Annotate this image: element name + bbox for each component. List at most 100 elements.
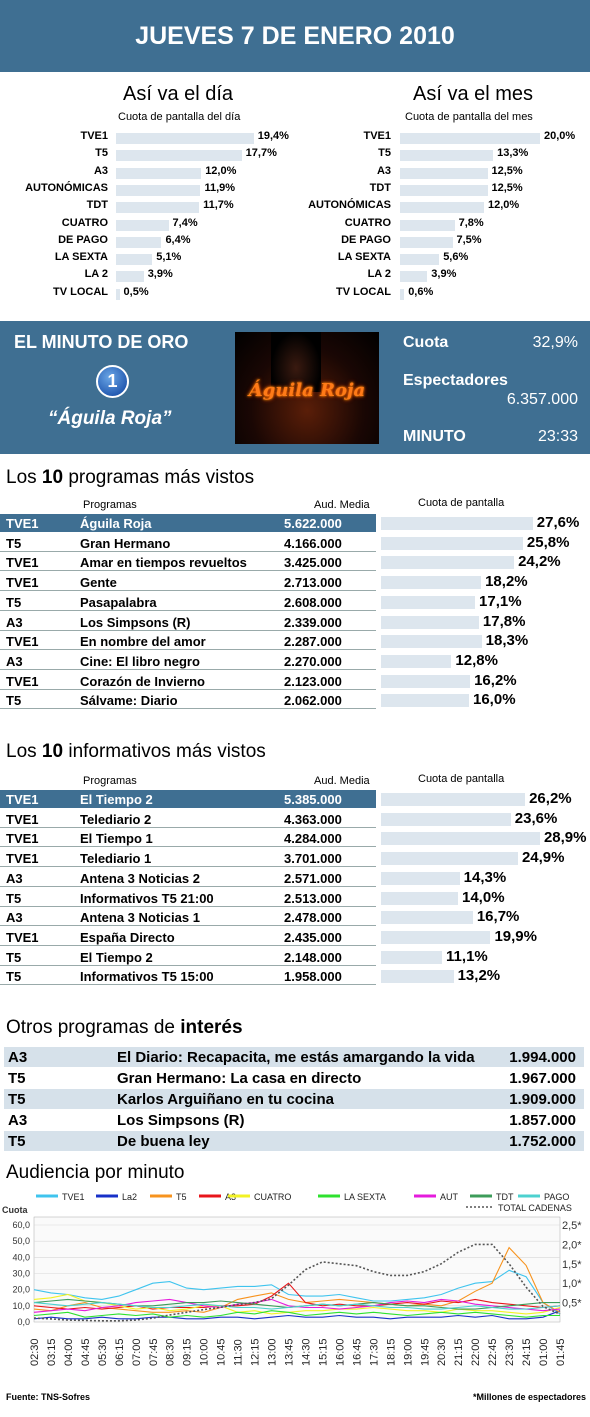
y-tick-label: 0,0	[17, 1317, 30, 1327]
cuota-bar	[381, 950, 443, 964]
otros-title: Otros programas de interés	[6, 1017, 243, 1038]
share-bar	[400, 288, 405, 300]
legend-label: PAGO	[544, 1192, 569, 1202]
legend-label: T5	[176, 1192, 187, 1202]
y-tick-label: 20,0	[12, 1285, 30, 1295]
y2-tick-label: 2,0*	[562, 1239, 582, 1251]
audiencia-line-chart: 60,0 50,0 40,0 30,0 20,0 10,0 0,0 Cuota 2,5* 2,0*…	[2, 1192, 582, 1366]
cuota-bar	[381, 615, 479, 629]
row-audience: 2.287.000	[284, 634, 342, 650]
tve1-logo-icon: 1	[96, 365, 129, 398]
page-title: JUEVES 7 DE ENERO 2010	[0, 0, 590, 72]
share-channel-label: T5	[95, 147, 108, 160]
otros-row: A3 Los Simpsons (R) 1.857.000	[4, 1110, 584, 1130]
row-audience: 5.385.000	[284, 792, 342, 807]
row-channel: T5	[6, 535, 22, 551]
table-row: TVE1 Amar en tiempos revueltos 3.425.000	[0, 553, 376, 572]
programas-col-cuota: Cuota de pantalla	[418, 497, 505, 509]
table-row: A3 Cine: El libro negro 2.270.000	[0, 652, 376, 670]
row-channel: T5	[6, 693, 22, 709]
table-row: T5 Informativos T5 21:00 2.513.000	[0, 889, 376, 907]
espectadores-value: 6.357.000	[506, 391, 578, 408]
programas-col-aud: Aud. Media	[314, 499, 370, 511]
row-audience: 2.608.000	[284, 594, 342, 610]
x-tick-label: 10:45	[216, 1338, 228, 1366]
share-value-label: 17,7%	[245, 147, 277, 160]
x-tick-label: 14:30	[300, 1338, 312, 1366]
row-audience: 2.478.000	[284, 910, 342, 926]
row-channel: T5	[6, 949, 22, 965]
share-bar	[116, 219, 169, 231]
share-channel-label: LA SEXTA	[337, 251, 391, 264]
row-channel: TVE1	[6, 555, 39, 571]
legend-label: TVE1	[62, 1192, 85, 1202]
share-bar	[116, 150, 242, 162]
row-program: Informativos T5 15:00	[80, 969, 214, 985]
share-bar	[116, 271, 144, 283]
cuota-bar	[381, 930, 491, 944]
row-audience: 2.123.000	[284, 673, 342, 689]
share-channel-label: AUTONÓMICAS	[25, 181, 108, 194]
x-tick-label: 19:00	[402, 1338, 414, 1366]
row-audience: 5.622.000	[284, 516, 342, 531]
share-value-label: 0,5%	[123, 285, 149, 298]
legend-label: TOTAL CADENAS	[498, 1203, 572, 1213]
row-program: El Tiempo 2	[80, 792, 153, 807]
x-tick-label: 10:00	[199, 1338, 211, 1366]
x-tick-label: 12:15	[250, 1338, 262, 1366]
cuota-value: 24,2%	[518, 553, 561, 571]
row-audience: 4.363.000	[284, 811, 342, 827]
cuota-value: 19,9%	[494, 927, 537, 945]
otros-row: A3 El Diario: Recapacita, me estás amarga…	[4, 1047, 584, 1067]
row-audience: 2.435.000	[284, 929, 342, 945]
y-tick-label: 30,0	[12, 1269, 30, 1279]
cuota-value: 26,2%	[529, 790, 572, 807]
share-channel-label: TV LOCAL	[53, 285, 108, 298]
x-tick-label: 05:30	[97, 1338, 109, 1366]
row-program: Telediario 1	[80, 851, 152, 867]
row-program: Gran Hermano	[80, 535, 171, 551]
x-tick-label: 15:15	[317, 1338, 329, 1366]
row-channel: T5	[6, 890, 22, 906]
legend-label: LA SEXTA	[344, 1192, 386, 1202]
cuota-value: 14,3%	[463, 868, 507, 886]
x-tick-label: 03:15	[46, 1338, 58, 1366]
series-line-a3	[33, 1282, 561, 1310]
series-line-t5	[33, 1246, 561, 1313]
x-tick-label: 19:45	[419, 1338, 431, 1366]
cuota-value: 17,1%	[479, 592, 522, 610]
share-channel-label: TVE1	[363, 130, 391, 142]
row-program: España Directo	[80, 929, 175, 945]
cuota-bar	[381, 812, 511, 826]
dia-subtitle: Cuota de pantalla del día	[118, 111, 241, 123]
share-value-label: 12,5%	[491, 164, 523, 177]
row-program: Los Simpsons (R)	[80, 614, 191, 630]
share-bar	[116, 288, 120, 300]
x-tick-label: 06:15	[114, 1338, 126, 1366]
row-channel: A3	[6, 614, 23, 630]
table-row: TVE1 Gente 2.713.000	[0, 573, 376, 592]
cuota-value: 14,0%	[462, 888, 505, 906]
series-line-tve1	[33, 1269, 561, 1315]
program-thumbnail: Águila Roja	[235, 332, 379, 444]
x-tick-label: 16:45	[351, 1338, 363, 1366]
cuota-value: 32,9%	[532, 334, 578, 351]
row-audience: 2.148.000	[284, 949, 342, 965]
table-row: TVE1 Telediario 2 4.363.000	[0, 810, 376, 828]
share-value-label: 7,4%	[172, 216, 198, 229]
row-program: Pasapalabra	[80, 594, 157, 610]
table-row: T5 Sálvame: Diario 2.062.000	[0, 691, 376, 710]
row-channel: TVE1	[6, 811, 39, 827]
cuota-value: 24,9%	[521, 849, 565, 867]
share-bar	[116, 202, 200, 214]
share-channel-label: TVE1	[80, 130, 108, 142]
row-channel: TVE1	[6, 851, 39, 867]
otros-program: De buena ley	[117, 1133, 210, 1150]
cuota-bar	[381, 517, 533, 530]
row-program: En nombre del amor	[80, 634, 206, 650]
row-channel: TVE1	[6, 673, 39, 689]
otros-audience: 1.967.000	[509, 1070, 576, 1087]
chart-title: Audiencia por minuto	[6, 1162, 185, 1183]
table-row: TVE1 En nombre del amor 2.287.000	[0, 632, 376, 651]
x-tick-label: 16:00	[334, 1338, 346, 1366]
